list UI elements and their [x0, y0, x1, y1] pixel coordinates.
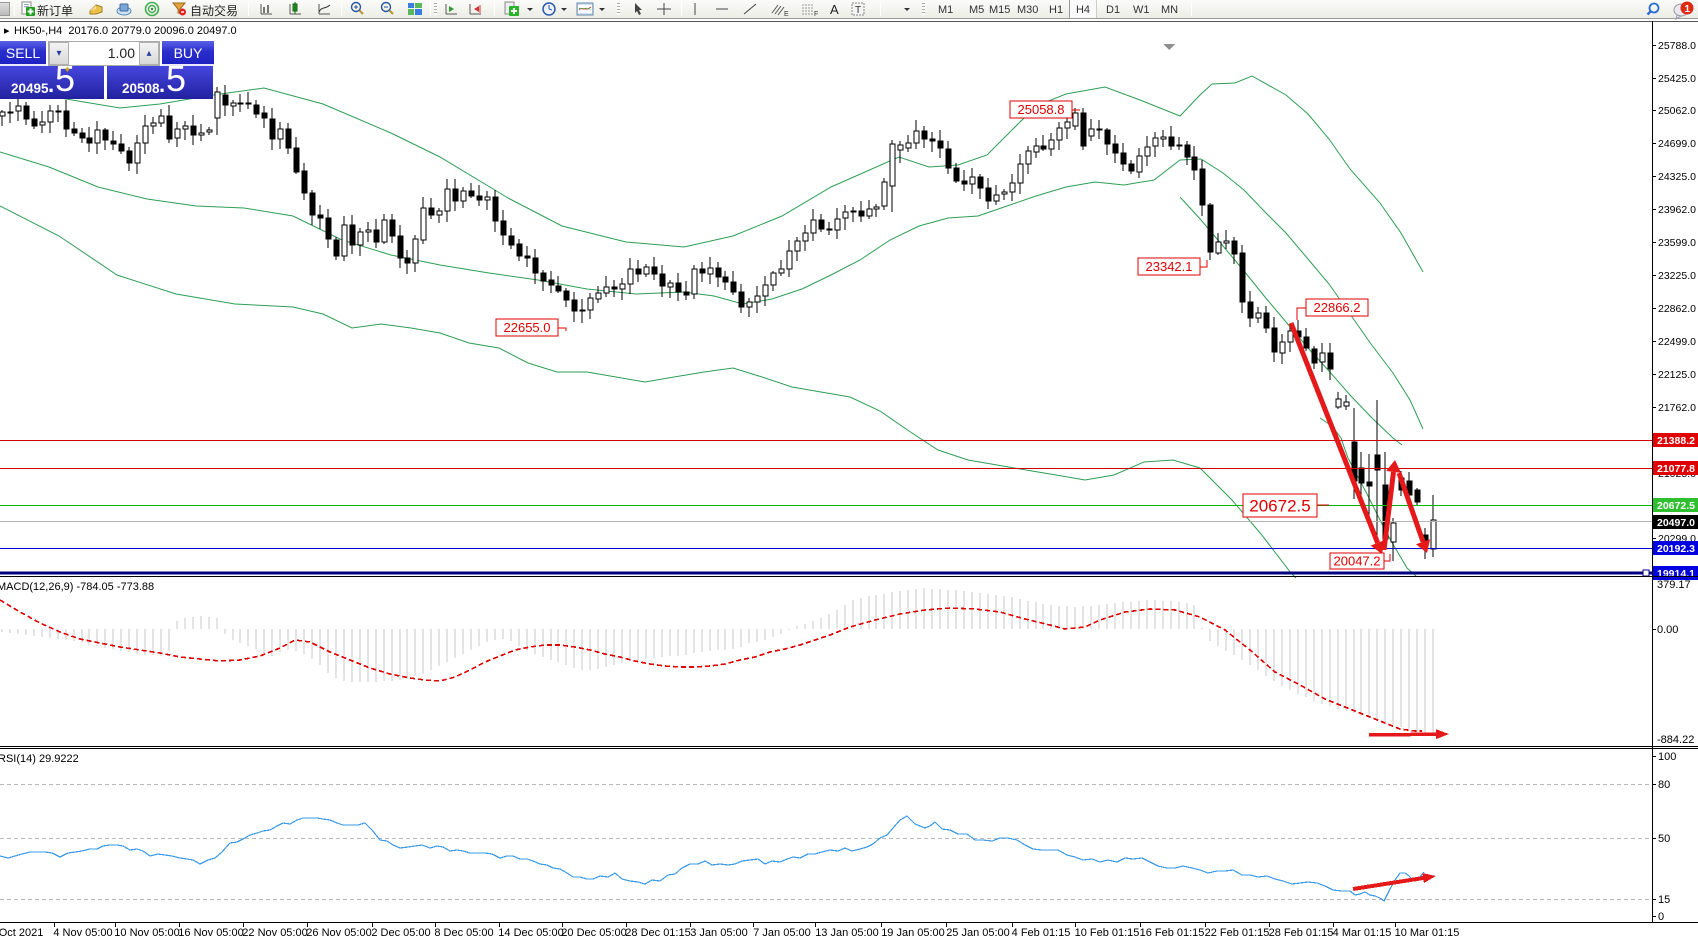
svg-text:100: 100 — [1658, 751, 1676, 763]
svg-text:E: E — [784, 11, 789, 17]
svg-text:▸: ▸ — [4, 25, 10, 37]
svg-text:22499.0: 22499.0 — [1658, 336, 1696, 348]
svg-text:4 Mar 01:15: 4 Mar 01:15 — [1333, 927, 1392, 939]
svg-text:25425.0: 25425.0 — [1658, 73, 1696, 85]
svg-text:20672.5: 20672.5 — [1657, 500, 1695, 512]
svg-text:F: F — [814, 11, 818, 17]
svg-text:26 Nov 05:00: 26 Nov 05:00 — [306, 927, 371, 939]
svg-text:MACD(12,26,9) -784.05 -773.88: MACD(12,26,9) -784.05 -773.88 — [0, 581, 154, 593]
svg-text:16 Feb 01:15: 16 Feb 01:15 — [1140, 927, 1205, 939]
svg-text:20 Dec 05:00: 20 Dec 05:00 — [561, 927, 626, 939]
svg-text:22 Feb 01:15: 22 Feb 01:15 — [1205, 927, 1270, 939]
svg-text:25 Jan 05:00: 25 Jan 05:00 — [946, 927, 1010, 939]
svg-text:20672.5: 20672.5 — [1249, 497, 1310, 516]
svg-text:22655.0: 22655.0 — [504, 320, 551, 335]
svg-text:10 Feb 01:15: 10 Feb 01:15 — [1075, 927, 1140, 939]
svg-text:23599.0: 23599.0 — [1658, 237, 1696, 249]
svg-text:21077.8: 21077.8 — [1657, 463, 1695, 475]
svg-text:22866.2: 22866.2 — [1314, 300, 1361, 315]
svg-text:0.00: 0.00 — [1657, 624, 1678, 636]
svg-text:22862.0: 22862.0 — [1658, 303, 1696, 315]
svg-text:28 Feb 01:15: 28 Feb 01:15 — [1269, 927, 1334, 939]
svg-text:19 Jan 05:00: 19 Jan 05:00 — [881, 927, 945, 939]
svg-text:4 Nov 05:00: 4 Nov 05:00 — [53, 927, 112, 939]
svg-text:15: 15 — [1658, 894, 1670, 906]
svg-text:25058.8: 25058.8 — [1018, 102, 1065, 117]
svg-text:16 Nov 05:00: 16 Nov 05:00 — [178, 927, 243, 939]
svg-text:25788.0: 25788.0 — [1658, 40, 1696, 52]
svg-text:20047.2: 20047.2 — [1334, 554, 1381, 569]
svg-text:379.17: 379.17 — [1657, 579, 1691, 591]
svg-text:25062.0: 25062.0 — [1658, 105, 1696, 117]
svg-text:10 Mar 01:15: 10 Mar 01:15 — [1395, 927, 1460, 939]
svg-text:23962.0: 23962.0 — [1658, 204, 1696, 216]
svg-text:20497.0: 20497.0 — [1657, 517, 1695, 529]
svg-text:23225.0: 23225.0 — [1658, 270, 1696, 282]
svg-text:1: 1 — [1685, 4, 1691, 15]
svg-text:3 Jan 05:00: 3 Jan 05:00 — [690, 927, 748, 939]
svg-text:21388.2: 21388.2 — [1657, 435, 1695, 447]
svg-text:14 Dec 05:00: 14 Dec 05:00 — [498, 927, 563, 939]
svg-text:24699.0: 24699.0 — [1658, 138, 1696, 150]
svg-text:22125.0: 22125.0 — [1658, 369, 1696, 381]
svg-text:21762.0: 21762.0 — [1658, 402, 1696, 414]
svg-text:13 Jan 05:00: 13 Jan 05:00 — [815, 927, 879, 939]
svg-text:4 Feb 01:15: 4 Feb 01:15 — [1012, 927, 1071, 939]
svg-text:T: T — [855, 5, 861, 16]
svg-text:-884.22: -884.22 — [1657, 734, 1694, 746]
svg-text:8 Dec 05:00: 8 Dec 05:00 — [434, 927, 493, 939]
svg-text:80: 80 — [1658, 779, 1670, 791]
svg-text:HK50-,H4 20176.0 20779.0 2009: HK50-,H4 20176.0 20779.0 20096.0 20497.0 — [14, 25, 237, 37]
svg-text:20192.3: 20192.3 — [1657, 543, 1695, 555]
svg-text:24325.0: 24325.0 — [1658, 171, 1696, 183]
svg-text:7 Jan 05:00: 7 Jan 05:00 — [753, 927, 811, 939]
svg-text:0: 0 — [1658, 911, 1664, 923]
svg-text:50: 50 — [1658, 833, 1670, 845]
svg-text:RSI(14) 29.9222: RSI(14) 29.9222 — [0, 753, 79, 765]
svg-text:23342.1: 23342.1 — [1146, 259, 1193, 274]
svg-text:10 Nov 05:00: 10 Nov 05:00 — [114, 927, 179, 939]
svg-text:22 Nov 05:00: 22 Nov 05:00 — [242, 927, 307, 939]
svg-text:2 Dec 05:00: 2 Dec 05:00 — [371, 927, 430, 939]
svg-text:Oct 2021: Oct 2021 — [0, 927, 43, 939]
svg-text:28 Dec 01:15: 28 Dec 01:15 — [625, 927, 690, 939]
